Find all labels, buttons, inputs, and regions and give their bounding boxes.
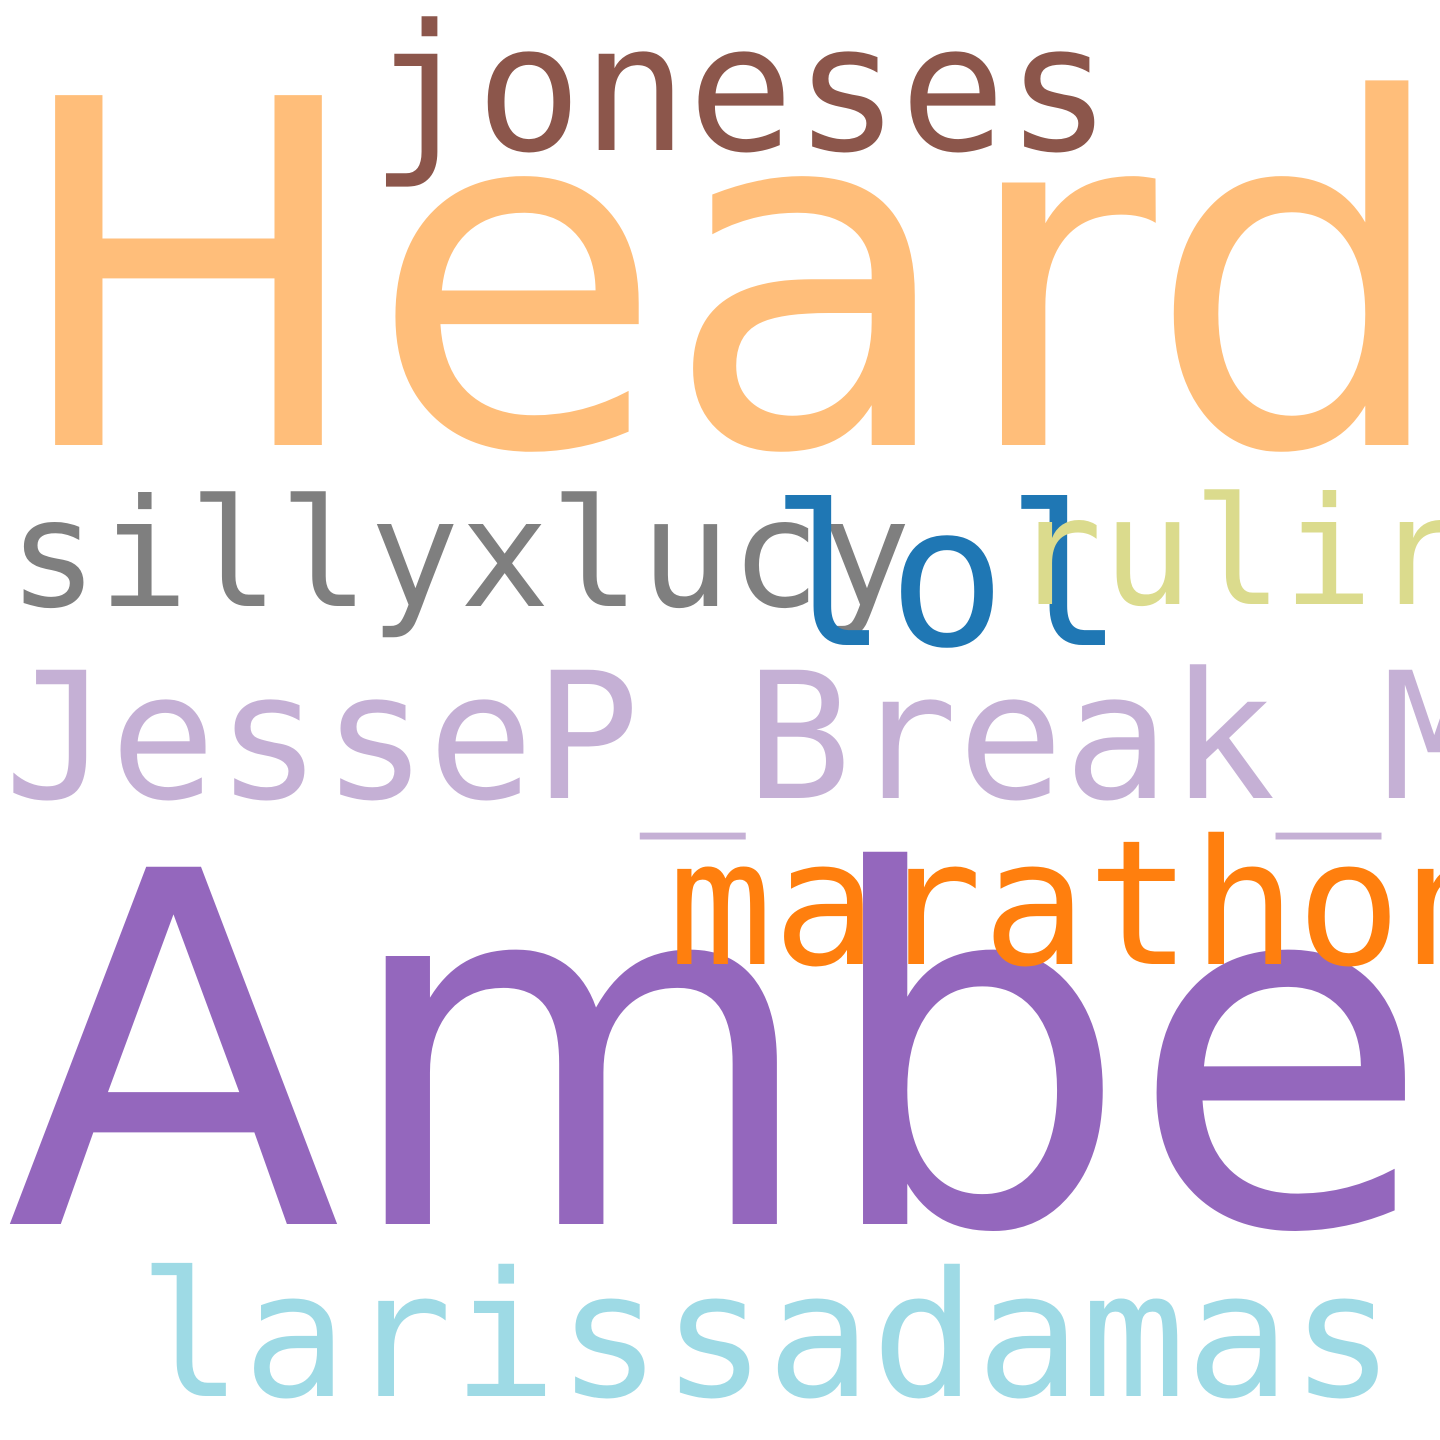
word-rulira: rulira [1012, 466, 1440, 640]
word-marathon: marathon [668, 803, 1440, 1006]
word-lol: lol [770, 464, 1125, 692]
word-sillyxlucy: sillyxlucy [8, 468, 912, 642]
word-jessep-break-me: JesseP_Break_Me [4, 635, 1440, 840]
word-larissadamas: larissadamas [138, 1235, 1396, 1438]
word-amber: Amber [6, 769, 1440, 1340]
word-joneses: joneses [370, 0, 1112, 192]
word-heard: Heard [8, 0, 1440, 559]
